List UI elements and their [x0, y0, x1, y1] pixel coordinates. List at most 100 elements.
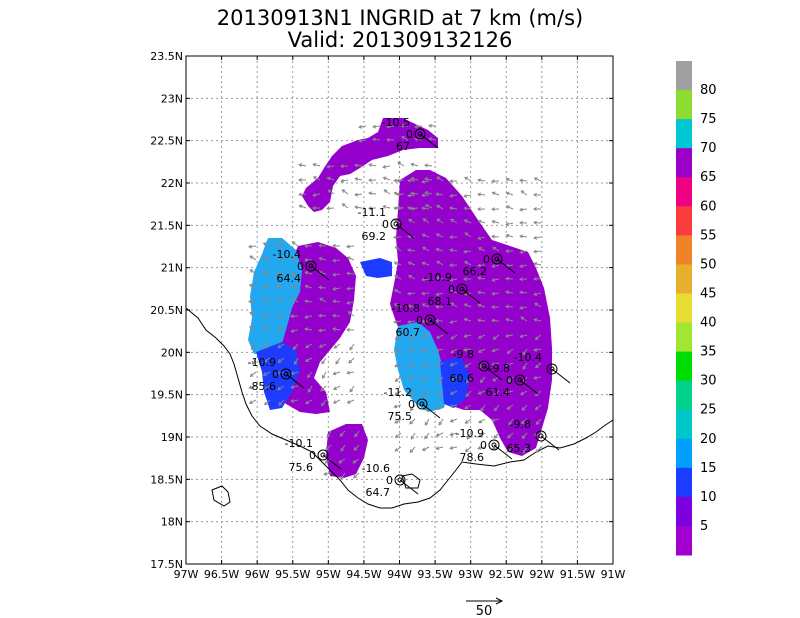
wind-arrow-head: [508, 421, 512, 426]
wind-arrow-head: [304, 299, 309, 304]
wind-arrow-head: [519, 234, 524, 239]
station-circle: [535, 430, 547, 442]
wind-arrow: [305, 328, 313, 331]
wind-arrow: [534, 376, 542, 379]
wind-arrow: [534, 292, 542, 296]
wind-arrow: [407, 292, 416, 295]
wind-arrow: [450, 418, 458, 423]
wind-arrow-head: [304, 258, 308, 262]
wind-arrow-head: [304, 284, 309, 289]
wind-arrow-head: [407, 304, 412, 309]
wind-arrow: [291, 399, 299, 402]
wind-arrow-head: [276, 370, 281, 375]
wind-arrow: [394, 219, 402, 224]
x-tick-label: 92W: [529, 568, 554, 581]
wind-arrow: [369, 164, 377, 167]
wind-arrow-head: [505, 304, 509, 309]
wind-arrow: [422, 234, 430, 238]
wind-arrow-head: [421, 348, 426, 353]
wind-arrow: [249, 311, 257, 317]
station-label-bottom: 61.4: [486, 386, 511, 399]
wind-arrow: [249, 255, 257, 261]
wind-arrow-head: [463, 347, 468, 352]
wind-arrow-head: [251, 361, 256, 365]
wind-arrow-head: [520, 420, 525, 425]
wind-arrow: [342, 203, 349, 209]
colorbar-swatch: [676, 119, 692, 149]
station-label-top: -11.1: [358, 206, 386, 219]
wind-arrow-head: [346, 286, 350, 291]
wind-arrow: [249, 399, 257, 404]
chart-subtitle: Valid: 201309132126: [287, 28, 513, 52]
station-dot: [459, 286, 465, 292]
wind-arrow-head: [477, 276, 482, 281]
station-label-top: -9.8: [489, 362, 510, 375]
wind-arrow: [450, 362, 458, 366]
wind-arrow-head: [491, 219, 496, 224]
wind-arrow: [349, 343, 355, 351]
wind-arrow-head: [463, 219, 468, 223]
wind-arrow: [464, 194, 472, 197]
wind-arrow-head: [276, 314, 280, 319]
station-dot: [491, 442, 497, 448]
wind-arrow-head: [262, 385, 267, 390]
wind-arrow: [507, 446, 514, 452]
wind-arrow: [534, 177, 542, 182]
colorbar-label: 35: [700, 345, 717, 360]
station-barb: [285, 373, 305, 389]
island: [211, 485, 231, 507]
wind-arrow: [341, 179, 349, 182]
wind-arrow: [408, 305, 416, 308]
wind-arrow: [421, 278, 430, 281]
wind-arrow: [355, 178, 363, 181]
wind-arrow-head: [519, 305, 524, 310]
wind-arrow-head: [505, 390, 510, 395]
wind-arrow-head: [491, 207, 495, 212]
wind-arrow-head: [321, 375, 326, 379]
wind-arrow: [506, 390, 514, 394]
wind-arrow: [422, 180, 430, 183]
wind-arrow-head: [339, 433, 344, 437]
wind-arrow: [305, 343, 313, 348]
wind-arrow-head: [382, 204, 387, 209]
station-dot: [417, 131, 423, 137]
station-label-bottom: 60.7: [396, 326, 421, 339]
wind-arrow-head: [520, 190, 525, 194]
wind-arrow: [535, 390, 542, 396]
wind-arrow-head: [321, 360, 325, 365]
x-tick-label: 96.5W: [204, 568, 239, 581]
wind-arrow-head: [248, 284, 253, 288]
wind-arrow-head: [262, 313, 266, 318]
wind-arrow: [338, 458, 346, 464]
wind-arrow-head: [533, 432, 538, 437]
wind-arrow-head: [449, 179, 453, 184]
wind-arrow-head: [407, 248, 412, 253]
wind-arrow: [506, 205, 514, 210]
wind-arrow-head: [340, 447, 345, 452]
wind-arrow: [342, 189, 349, 195]
wind-arrow-head: [394, 363, 399, 368]
station-dot: [320, 452, 326, 458]
wind-arrow-head: [506, 448, 511, 453]
wind-arrow-head: [340, 475, 344, 480]
wind-arrow: [506, 222, 514, 226]
wind-arrow: [383, 189, 391, 195]
wind-arrow: [291, 256, 299, 261]
wind-arrow: [436, 334, 444, 339]
y-tick-label: 18.5N: [150, 473, 183, 486]
wind-arrow: [263, 371, 271, 376]
wind-arrow: [464, 303, 472, 308]
wind-arrow-head: [291, 241, 296, 245]
wind-arrow: [422, 334, 430, 338]
station-label-top: -10.5: [382, 116, 410, 129]
wind-arrow-head: [436, 218, 441, 223]
wind-arrow-head: [449, 445, 454, 450]
wind-arrow: [480, 376, 486, 383]
wind-arrow: [491, 319, 500, 322]
wind-arrow: [478, 348, 486, 353]
wind-arrow-head: [421, 193, 425, 198]
wind-arrow-head: [519, 250, 524, 254]
station-barb: [483, 365, 503, 381]
